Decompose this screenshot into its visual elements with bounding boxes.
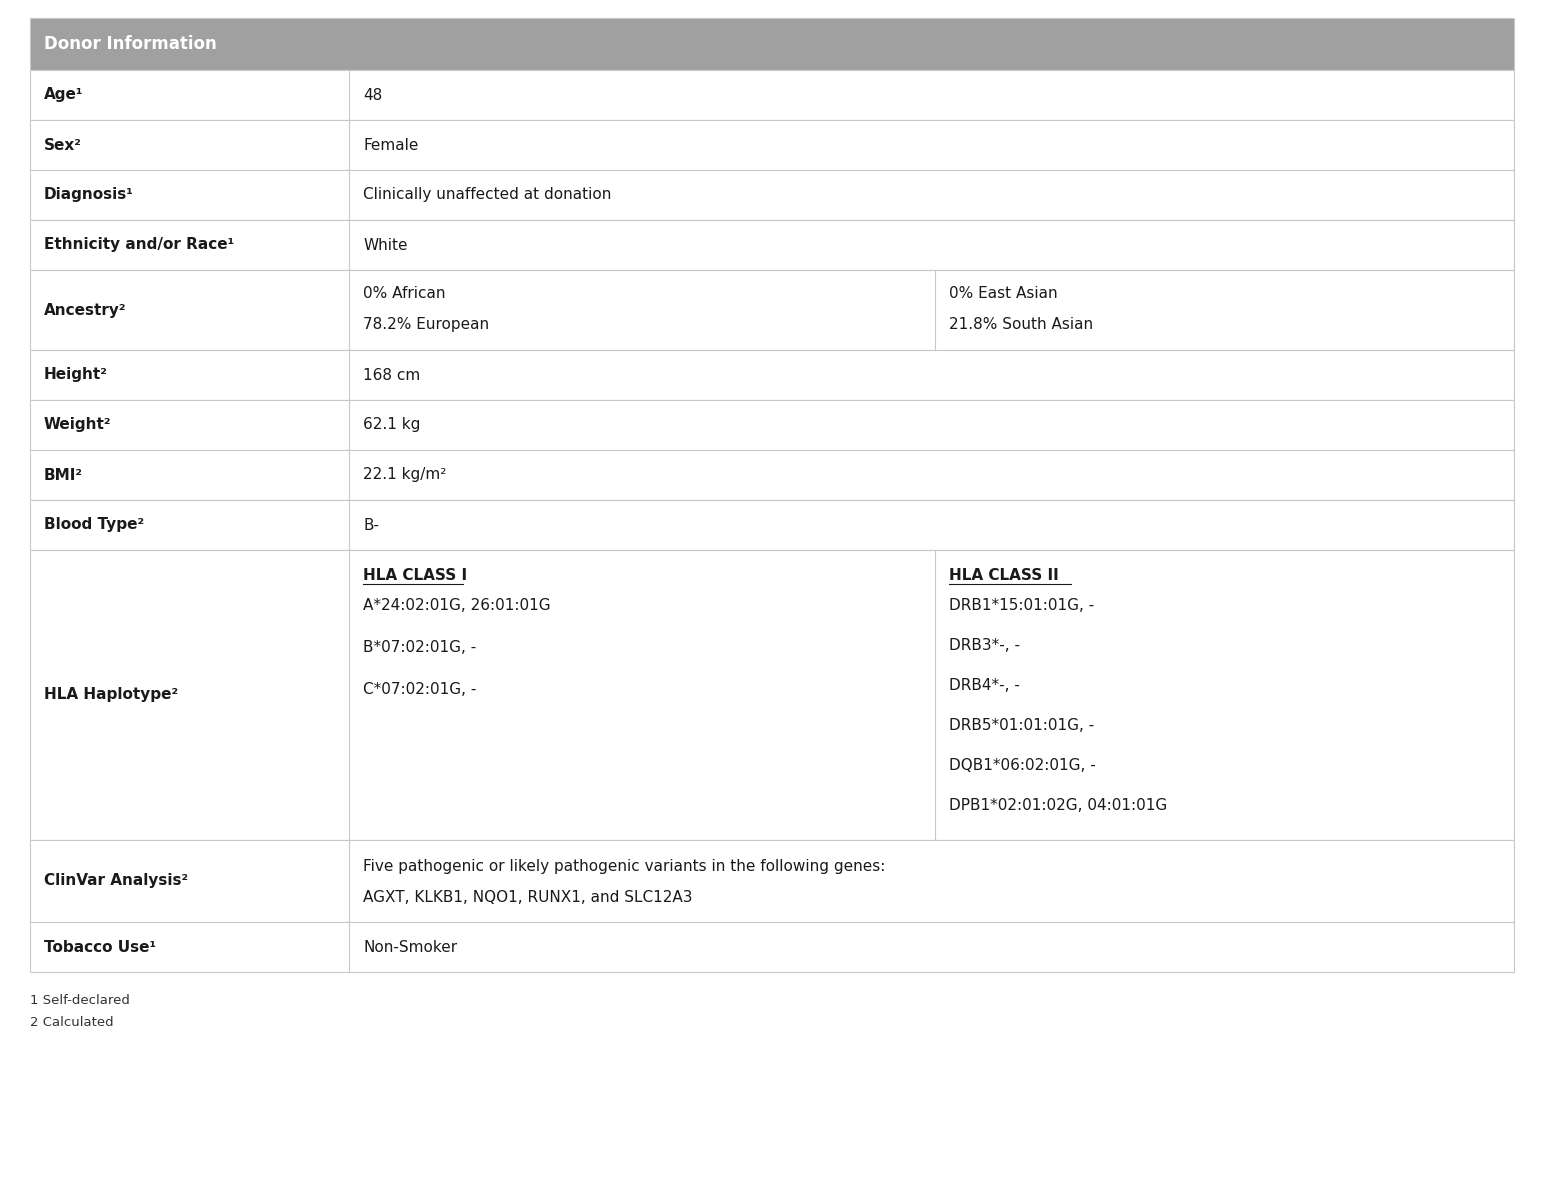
Text: HLA CLASS I: HLA CLASS I [363,569,468,583]
Text: 48: 48 [363,88,383,102]
Text: HLA Haplotype²: HLA Haplotype² [43,688,178,702]
Text: Age¹: Age¹ [43,88,83,102]
Bar [29,500,1515,550]
Text: Tobacco Use¹: Tobacco Use¹ [43,940,156,954]
Bar [29,400,1515,450]
Text: A*24:02:01G, 26:01:01G: A*24:02:01G, 26:01:01G [363,598,551,612]
Bar [29,18,1515,70]
Text: DPB1*02:01:02G, 04:01:01G: DPB1*02:01:02G, 04:01:01G [950,798,1167,812]
Text: DQB1*06:02:01G, -: DQB1*06:02:01G, - [950,757,1096,773]
Text: Non-Smoker: Non-Smoker [363,940,457,954]
Text: 78.2% European: 78.2% European [363,317,489,332]
Bar [29,170,1515,220]
Text: B-: B- [363,517,380,533]
Bar [29,350,1515,400]
Text: HLA CLASS II: HLA CLASS II [950,569,1059,583]
Text: 21.8% South Asian: 21.8% South Asian [950,317,1093,332]
Text: B*07:02:01G, -: B*07:02:01G, - [363,640,476,654]
Bar [29,270,1515,350]
Text: Sex²: Sex² [43,138,82,152]
Text: AGXT, KLKB1, NQO1, RUNX1, and SLC12A3: AGXT, KLKB1, NQO1, RUNX1, and SLC12A3 [363,890,693,905]
Text: Blood Type²: Blood Type² [43,517,144,533]
Text: Ethnicity and/or Race¹: Ethnicity and/or Race¹ [43,238,235,252]
Bar [29,840,1515,922]
Text: Ancestry²: Ancestry² [43,302,127,318]
Text: 2 Calculated: 2 Calculated [29,1016,114,1028]
Text: Clinically unaffected at donation: Clinically unaffected at donation [363,187,611,203]
Text: DRB5*01:01:01G, -: DRB5*01:01:01G, - [950,718,1095,732]
Bar [29,550,1515,840]
Bar [29,120,1515,170]
Text: Weight²: Weight² [43,418,111,432]
Text: Diagnosis¹: Diagnosis¹ [43,187,134,203]
Bar [29,450,1515,500]
Text: 1 Self-declared: 1 Self-declared [29,994,130,1007]
Text: 0% East Asian: 0% East Asian [950,287,1058,301]
Text: 0% African: 0% African [363,287,446,301]
Text: C*07:02:01G, -: C*07:02:01G, - [363,682,477,696]
Text: DRB3*-, -: DRB3*-, - [950,637,1021,653]
Text: 62.1 kg: 62.1 kg [363,418,420,432]
Text: BMI²: BMI² [43,468,83,482]
Text: 22.1 kg/m²: 22.1 kg/m² [363,468,446,482]
Text: Female: Female [363,138,418,152]
Text: 168 cm: 168 cm [363,367,420,383]
Bar [29,70,1515,120]
Text: ClinVar Analysis²: ClinVar Analysis² [43,874,188,888]
Bar [29,922,1515,972]
Text: Five pathogenic or likely pathogenic variants in the following genes:: Five pathogenic or likely pathogenic var… [363,859,885,874]
Bar [29,220,1515,270]
Text: DRB1*15:01:01G, -: DRB1*15:01:01G, - [950,598,1095,612]
Text: White: White [363,238,408,252]
Text: DRB4*-, -: DRB4*-, - [950,678,1021,692]
Text: Donor Information: Donor Information [43,35,216,53]
Text: Height²: Height² [43,367,108,383]
